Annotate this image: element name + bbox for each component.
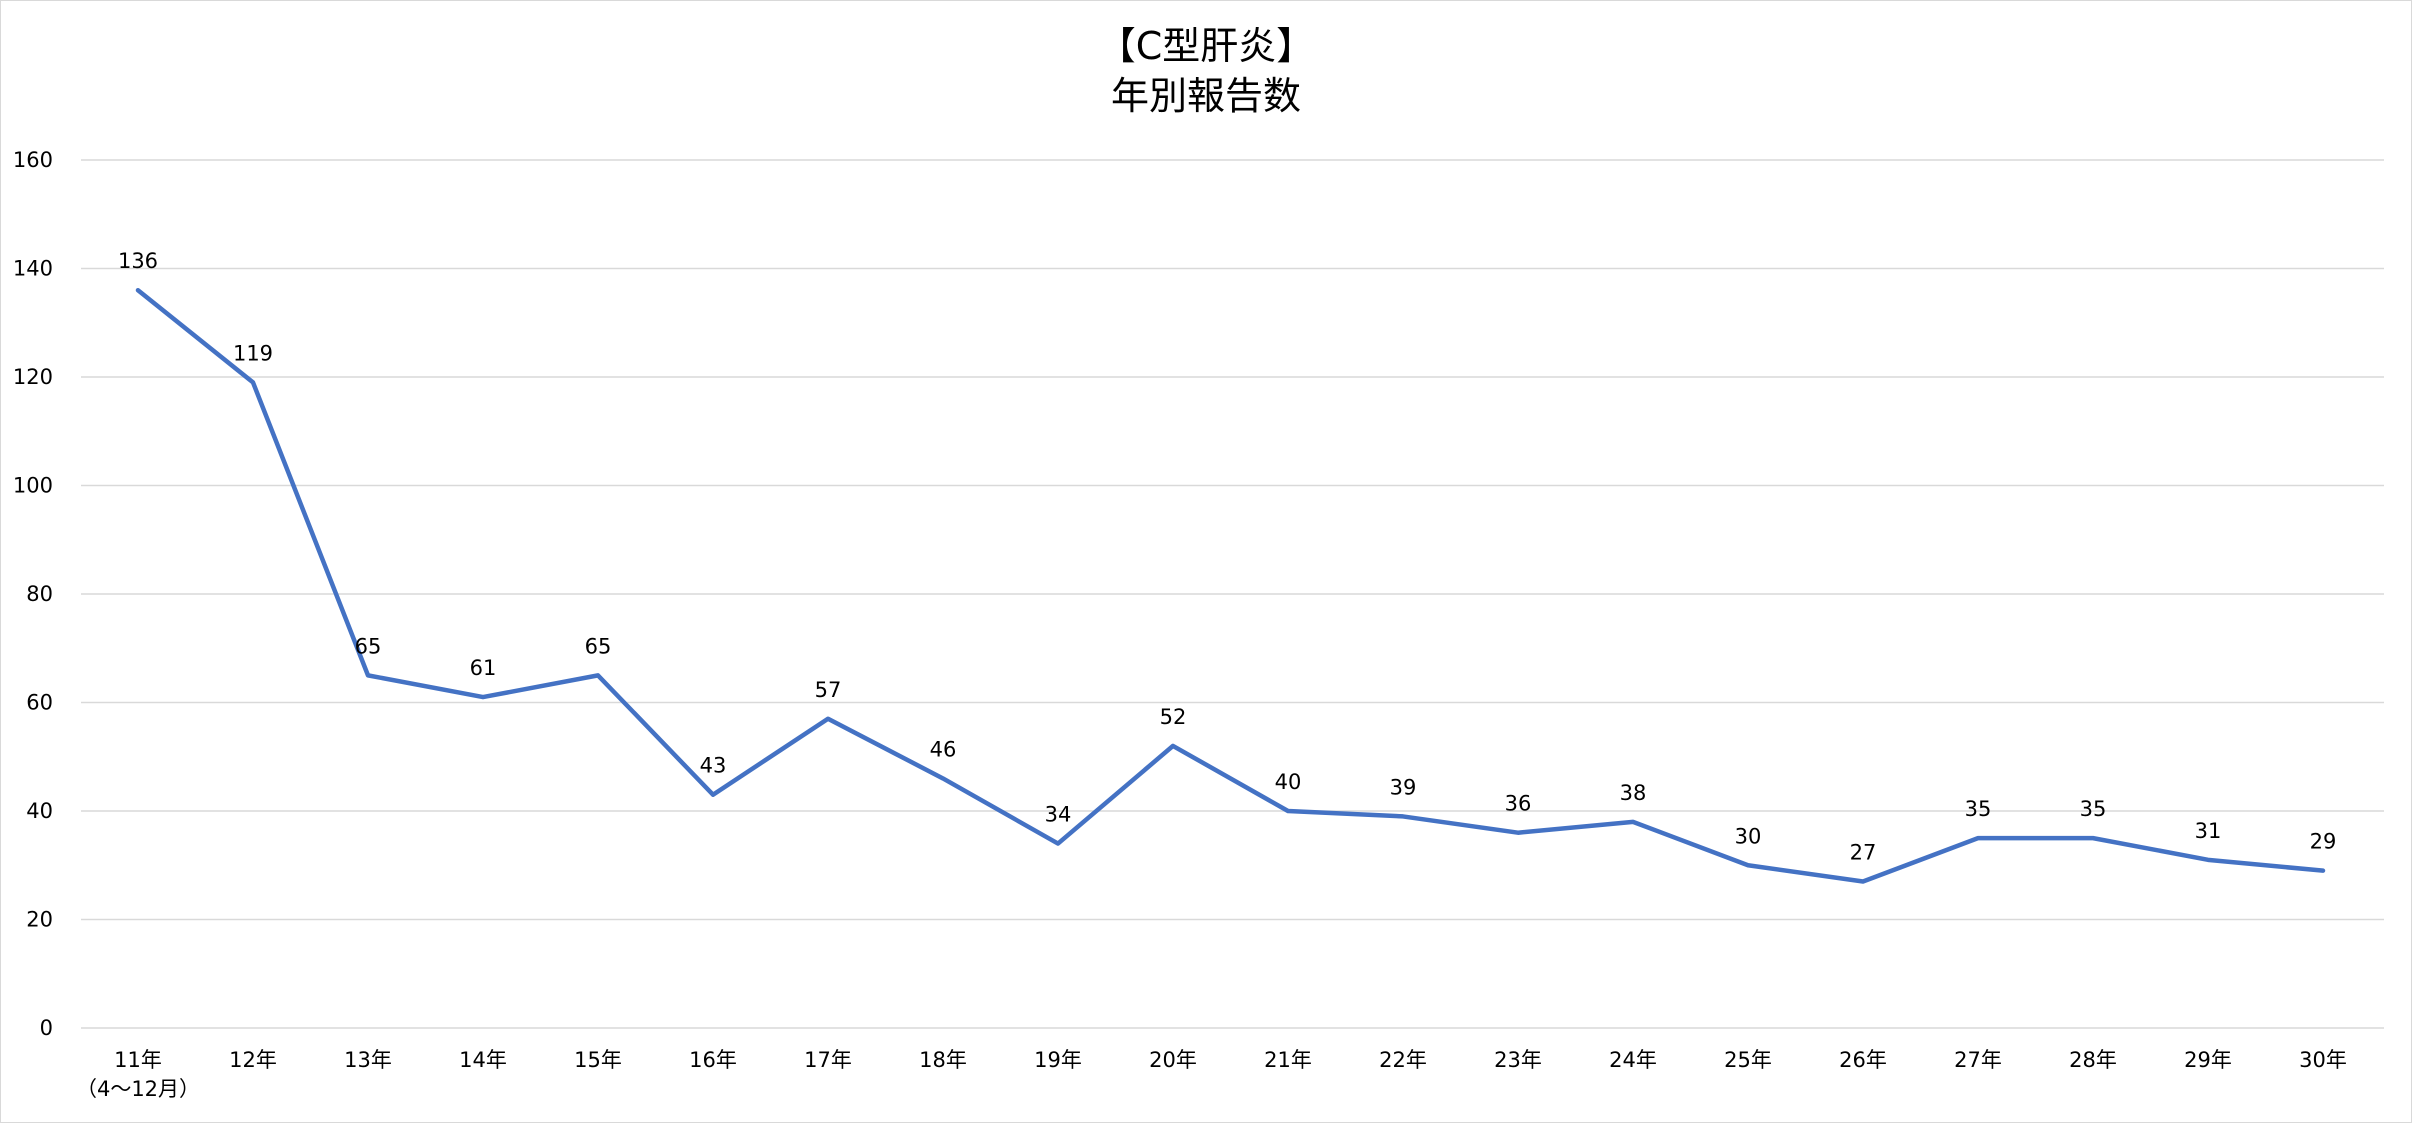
data-label: 35 — [1965, 797, 1992, 821]
data-label: 39 — [1390, 775, 1417, 799]
x-tick-label: 24年 — [1609, 1048, 1657, 1072]
data-label: 57 — [815, 678, 842, 702]
y-tick-label: 120 — [13, 365, 53, 389]
y-tick-label: 40 — [26, 799, 53, 823]
grid-layer — [81, 159, 2384, 1029]
data-label-layer: 136 119 65 61 65 43 57 46 34 52 40 39 36 38 30 27 35 35 31… — [118, 249, 2336, 864]
data-label: 29 — [2310, 830, 2337, 854]
x-tick-label: 20年 — [1149, 1048, 1197, 1072]
y-tick-label: 140 — [13, 257, 53, 281]
data-label: 34 — [1045, 803, 1072, 827]
x-tick-label: 28年 — [2069, 1048, 2117, 1072]
chart-subtitle: 年別報告数 — [1110, 74, 1301, 118]
y-tick-label: 20 — [26, 908, 53, 932]
x-tick-label: 27年 — [1954, 1048, 2002, 1072]
axis-layer: 0 20 40 60 80 100 120 140 160 11年 （4～12月） 12年 13年 14年… — [13, 148, 2347, 1101]
data-label: 119 — [233, 341, 273, 365]
x-tick-label: 23年 — [1494, 1048, 1542, 1072]
x-tick-label: 26年 — [1839, 1048, 1887, 1072]
data-label: 40 — [1275, 770, 1302, 794]
x-tick-label: 17年 — [804, 1048, 852, 1072]
x-tick-label: 13年 — [344, 1048, 392, 1072]
data-label: 36 — [1505, 792, 1532, 816]
data-label: 31 — [2195, 819, 2222, 843]
data-label: 30 — [1735, 824, 1762, 848]
x-tick-label: 18年 — [919, 1048, 967, 1072]
chart-title-block: 【C型肝炎】 年別報告数 — [1, 21, 2411, 121]
x-tick-label: 14年 — [459, 1048, 507, 1072]
x-tick-label: 15年 — [574, 1048, 622, 1072]
chart-title: 【C型肝炎】 — [1097, 24, 1315, 68]
data-label: 52 — [1160, 705, 1187, 729]
data-label: 65 — [585, 634, 612, 658]
y-tick-label: 0 — [40, 1016, 53, 1040]
x-tick-label: 21年 — [1264, 1048, 1312, 1072]
x-tick-label: 12年 — [229, 1048, 277, 1072]
y-tick-label: 100 — [13, 474, 53, 498]
data-label: 27 — [1850, 841, 1877, 865]
series-layer — [135, 287, 2326, 884]
x-tick-label: （4～12月） — [76, 1077, 200, 1101]
data-label: 46 — [930, 737, 957, 761]
data-label: 38 — [1620, 781, 1647, 805]
x-tick-label: 29年 — [2184, 1048, 2232, 1072]
x-tick-label: 19年 — [1034, 1048, 1082, 1072]
y-tick-label: 80 — [26, 582, 53, 606]
data-label: 136 — [118, 249, 158, 273]
x-tick-label: 22年 — [1379, 1048, 1427, 1072]
data-label: 35 — [2080, 797, 2107, 821]
x-tick-label: 30年 — [2299, 1048, 2347, 1072]
data-label: 43 — [700, 754, 727, 778]
x-tick-label: 25年 — [1724, 1048, 1772, 1072]
x-tick-label: 16年 — [689, 1048, 737, 1072]
y-tick-label: 160 — [13, 148, 53, 172]
data-label: 61 — [470, 656, 497, 680]
data-label: 65 — [355, 634, 382, 658]
y-tick-label: 60 — [26, 691, 53, 715]
x-tick-label: 11年 — [114, 1048, 162, 1072]
series-line — [135, 287, 2326, 884]
